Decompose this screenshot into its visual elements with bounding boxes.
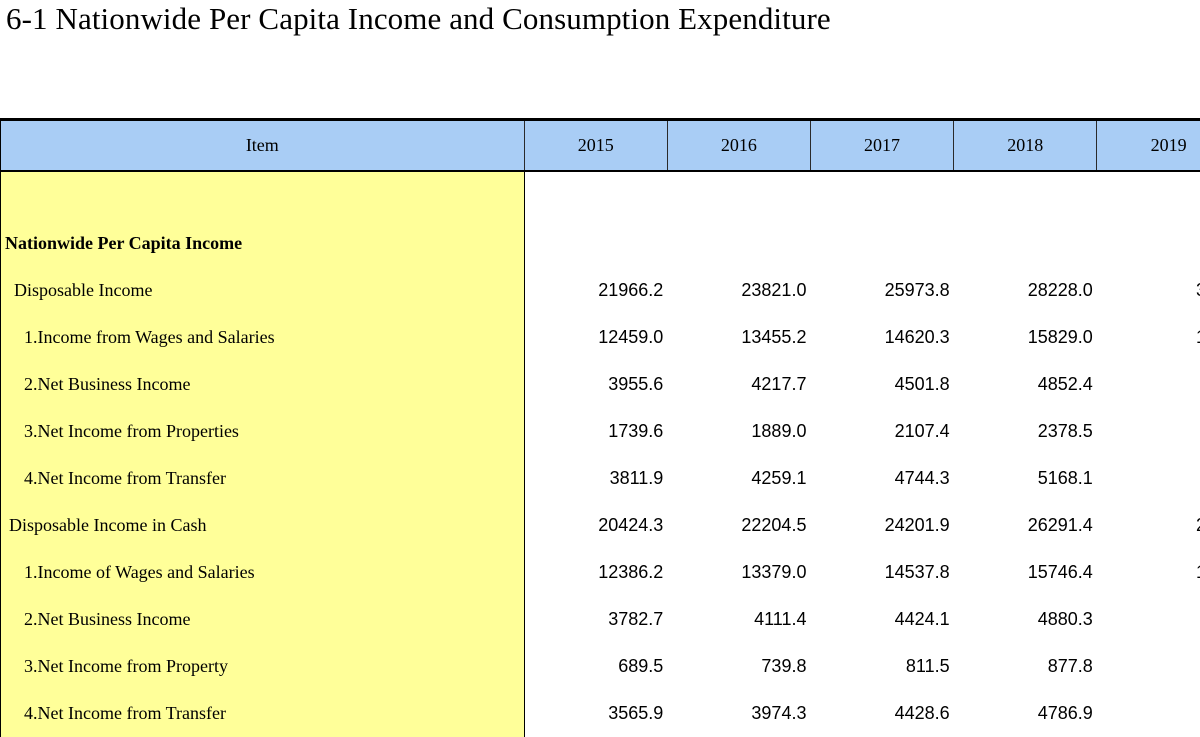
table-row: 4.Net Income from Transfer 3811.9 4259.1 47… [0, 455, 1200, 502]
value-cell: 2861 [1097, 502, 1200, 549]
value-cell [810, 220, 953, 267]
value-cell: 524 [1097, 690, 1200, 737]
value-cell: 14620.3 [884, 327, 950, 347]
value-cell: 4501.8 [894, 374, 950, 394]
value-cell: 4786.9 [1037, 703, 1093, 723]
header-year: 2018 [953, 118, 1097, 172]
table-row: 3.Net Income from Properties 1739.6 1889.0… [0, 408, 1200, 455]
row-label: 1.Income of Wages and Salaries [0, 549, 525, 596]
table-cell [0, 171, 525, 220]
value-cell: 4880.3 [1037, 609, 1093, 629]
value-cell: 15746.4 [1027, 562, 1093, 582]
value-cell: 21966.2 [598, 280, 664, 300]
value-cell: 524 [1097, 361, 1200, 408]
value-cell: 568 [1097, 455, 1200, 502]
page-title: 6-1 Nationwide Per Capita Income and Con… [6, 1, 831, 36]
table-row: 1.Income of Wages and Salaries 12386.2 133… [0, 549, 1200, 596]
value-cell: 13379.0 [741, 562, 807, 582]
value-cell: 2378.5 [1037, 421, 1093, 441]
table-cell [667, 171, 810, 220]
value-cell: 689.5 [618, 656, 664, 676]
value-cell: 2107.4 [894, 421, 950, 441]
value-cell: 1709 [1097, 549, 1200, 596]
value-cell: 3073 [1097, 267, 1200, 314]
row-label: 3.Net Income from Property [0, 643, 525, 690]
value-cell: 3974.3 [751, 703, 807, 723]
table-row: 4.Net Income from Transfer 3565.9 3974.3 44… [0, 690, 1200, 737]
table-row: Disposable Income 21966.2 23821.0 25973.8 28… [0, 267, 1200, 314]
value-cell: 261 [1097, 408, 1200, 455]
value-cell: 3811.9 [609, 468, 664, 488]
header-year: 2017 [809, 118, 954, 172]
value-cell: 28228.0 [1027, 280, 1093, 300]
table-container[interactable]: Item 2015 2016 2017 2018 2019 Nationwide… [0, 118, 1200, 737]
value-cell: 811.5 [905, 656, 950, 676]
value-cell: 4744.3 [894, 468, 950, 488]
row-label: Nationwide Per Capita Income [0, 220, 525, 267]
row-label: 4.Net Income from Transfer [0, 690, 525, 737]
value-cell [954, 220, 1097, 267]
table-cell [524, 171, 667, 220]
value-cell: 22204.5 [741, 515, 807, 535]
value-cell: 23821.0 [741, 280, 807, 300]
row-label: 3.Net Income from Properties [0, 408, 525, 455]
value-cell: 4217.7 [751, 374, 807, 394]
table-row: 2.Net Business Income 3782.7 4111.4 4424.1 4… [0, 596, 1200, 643]
value-cell: 14537.8 [884, 562, 950, 582]
value-cell: 526 [1097, 596, 1200, 643]
value-cell: 3565.9 [608, 703, 664, 723]
value-cell [667, 220, 810, 267]
value-cell [1097, 220, 1200, 267]
table-cell [1097, 171, 1200, 220]
value-cell: 1739.6 [608, 421, 664, 441]
value-cell: 13455.2 [741, 327, 807, 347]
row-label: 1.Income from Wages and Salaries [0, 314, 525, 361]
table-cell [810, 171, 953, 220]
row-label: Disposable Income in Cash [0, 502, 525, 549]
table-row: Disposable Income in Cash 20424.3 22204.5 2… [0, 502, 1200, 549]
value-cell: 4852.4 [1037, 374, 1093, 394]
value-cell: 4259.1 [751, 468, 807, 488]
section-row: Nationwide Per Capita Income [0, 220, 1200, 267]
value-cell: 3955.6 [608, 374, 664, 394]
data-table: Item 2015 2016 2017 2018 2019 Nationwide… [0, 118, 1200, 737]
row-label: 2.Net Business Income [0, 361, 525, 408]
table-row: 1.Income from Wages and Salaries 12459.0 1… [0, 314, 1200, 361]
value-cell: 877.8 [1047, 656, 1093, 676]
value-cell [524, 220, 667, 267]
row-label: Disposable Income [0, 267, 525, 314]
value-cell: 100 [1097, 643, 1200, 690]
value-cell: 4111.4 [754, 609, 807, 629]
table-row: 3.Net Income from Property 689.5 739.8 811.… [0, 643, 1200, 690]
row-label: 2.Net Business Income [0, 596, 525, 643]
value-cell: 3782.7 [608, 609, 664, 629]
table-cell [954, 171, 1097, 220]
value-cell: 12386.2 [598, 562, 664, 582]
header-year: 2016 [666, 118, 811, 172]
row-label: 4.Net Income from Transfer [0, 455, 525, 502]
value-cell: 25973.8 [884, 280, 950, 300]
value-cell: 1718 [1097, 314, 1200, 361]
value-cell: 4424.1 [894, 609, 950, 629]
header-item: Item [0, 118, 525, 172]
value-cell: 12459.0 [598, 327, 664, 347]
value-cell: 1889.0 [751, 421, 807, 441]
value-cell: 4428.6 [894, 703, 950, 723]
value-cell: 20424.3 [598, 515, 664, 535]
header-year: 2019 [1096, 118, 1200, 172]
header-row: Item 2015 2016 2017 2018 2019 [0, 118, 1200, 172]
value-cell: 26291.4 [1027, 515, 1093, 535]
header-year: 2015 [523, 118, 668, 172]
value-cell: 15829.0 [1027, 327, 1093, 347]
value-cell: 5168.1 [1037, 468, 1093, 488]
spacer-row [0, 171, 1200, 220]
value-cell: 739.8 [761, 656, 807, 676]
value-cell: 24201.9 [884, 515, 950, 535]
table-row: 2.Net Business Income 3955.6 4217.7 4501.8 4… [0, 361, 1200, 408]
